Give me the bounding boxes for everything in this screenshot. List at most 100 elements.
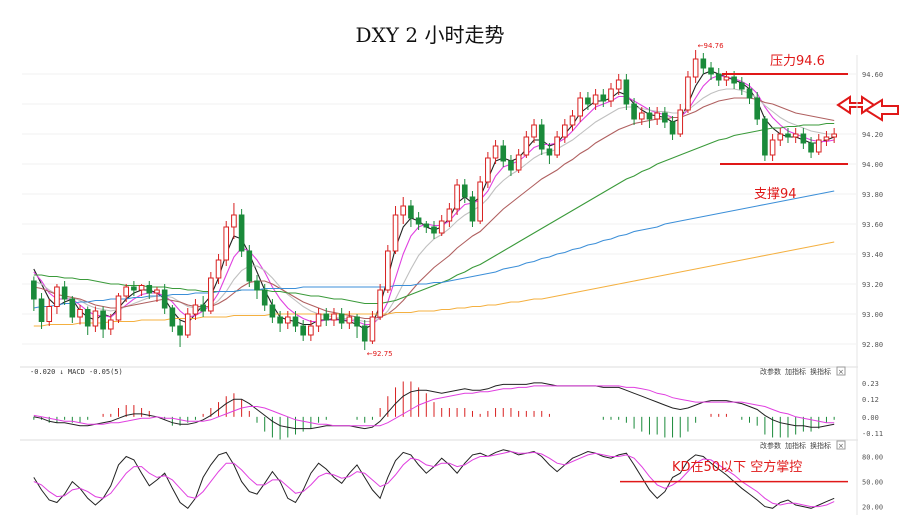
toolbar-button-label: 换指标	[810, 367, 831, 376]
candle-body	[254, 280, 260, 291]
candle	[823, 131, 830, 146]
candle	[131, 281, 137, 296]
macd-toolbar: 改参数 加指标 换指标 ×	[760, 366, 846, 376]
candle	[123, 284, 129, 302]
macd-panel: -0.020 ↓ MACD -0.05(5) 改参数 加指标 换指标 × 0.230.…	[20, 366, 883, 441]
candle	[385, 245, 391, 293]
candle-body	[107, 319, 114, 330]
candle-body	[377, 289, 383, 318]
candle-body	[646, 112, 653, 120]
candle	[415, 212, 422, 230]
candle-body	[300, 325, 306, 336]
candle	[431, 221, 437, 239]
candle-body	[762, 118, 768, 156]
candle-body	[177, 325, 183, 336]
candle-body	[92, 310, 99, 327]
candle	[354, 314, 360, 338]
candle	[792, 128, 799, 143]
price-tick-label: 92.80	[862, 341, 883, 349]
candle	[515, 149, 522, 173]
low-marker: ←92.75	[367, 350, 393, 358]
candle-body	[731, 76, 737, 84]
candle	[138, 284, 145, 296]
candle	[408, 200, 414, 227]
candle	[492, 140, 499, 164]
candle	[115, 293, 122, 323]
candle-body	[623, 79, 630, 105]
candle-body	[231, 214, 237, 228]
candle	[46, 299, 53, 326]
candle	[208, 272, 214, 314]
price-tick-label: 93.60	[862, 221, 883, 229]
candle-body	[500, 145, 507, 162]
candle	[461, 179, 468, 203]
candle-body	[585, 97, 591, 105]
candle-body	[246, 250, 253, 282]
candle-body	[408, 205, 414, 219]
candle	[438, 215, 445, 236]
candle	[692, 50, 699, 83]
toolbar-button-label: 加指标	[785, 367, 806, 376]
candle	[469, 191, 476, 227]
candle-body	[538, 124, 545, 150]
candle	[785, 128, 791, 143]
ma-line-7	[33, 241, 835, 327]
candle-body	[577, 97, 584, 117]
candle	[831, 128, 837, 143]
price-tick-label: 94.00	[862, 161, 883, 169]
candle	[331, 308, 337, 326]
toolbar-button-label: 改参数	[760, 441, 781, 450]
kd-tick-label: 80.00	[862, 454, 883, 462]
candle	[338, 308, 345, 329]
candle	[569, 110, 576, 131]
candle-body	[100, 310, 106, 330]
candle-body	[815, 139, 822, 153]
candle-body	[438, 220, 445, 234]
candle	[261, 284, 268, 311]
kd-tick-label: 50.00	[862, 479, 883, 487]
kd-tick-label: 20.00	[862, 504, 883, 512]
price-tick-label: 93.20	[862, 281, 883, 289]
candle-body	[469, 196, 476, 222]
candle	[746, 83, 753, 104]
candle	[238, 209, 245, 257]
candle	[800, 128, 807, 149]
candle-body	[446, 208, 453, 222]
candle-body	[261, 289, 268, 306]
price-tick-label: 94.60	[862, 71, 883, 79]
toolbar-button-label: 换指标	[810, 441, 831, 450]
kd-note: KD在50以下 空方掌控	[672, 459, 802, 475]
price-tick-label: 93.80	[862, 191, 883, 199]
price-axis: 94.6094.4094.2094.0093.8093.6093.4093.20…	[862, 71, 883, 349]
candle-body	[38, 298, 45, 322]
candle-body	[546, 148, 553, 156]
macd-tick-label: 0.23	[862, 380, 879, 388]
kd-panel: 改参数 加指标 换指标 × 80.00 50.00 20.00 KD在50以下 空方掌控	[20, 439, 883, 512]
candle-body	[392, 214, 399, 252]
candle-body	[800, 133, 807, 144]
candle-body	[454, 184, 460, 210]
candle-body	[415, 217, 422, 225]
kd-d-line	[33, 450, 835, 508]
candle-body	[685, 76, 691, 111]
candle	[184, 308, 191, 338]
candle	[508, 155, 514, 176]
kd-toolbar: 改参数 加指标 换指标 ×	[760, 440, 846, 450]
candle	[769, 134, 776, 161]
candle-body	[608, 88, 614, 102]
candle	[31, 276, 37, 311]
candle-body	[323, 313, 330, 321]
candle-body	[492, 145, 499, 159]
candle	[361, 320, 368, 350]
candle-body	[638, 112, 645, 120]
candle	[646, 107, 653, 128]
candle	[84, 306, 91, 335]
close-icon: ×	[838, 368, 844, 376]
candle	[346, 311, 353, 329]
candle	[754, 92, 761, 125]
candle-body	[477, 181, 483, 222]
candle	[715, 68, 722, 86]
candle-body	[692, 58, 699, 78]
macd-tick-label: 0.12	[862, 396, 879, 404]
candle-body	[700, 58, 707, 69]
